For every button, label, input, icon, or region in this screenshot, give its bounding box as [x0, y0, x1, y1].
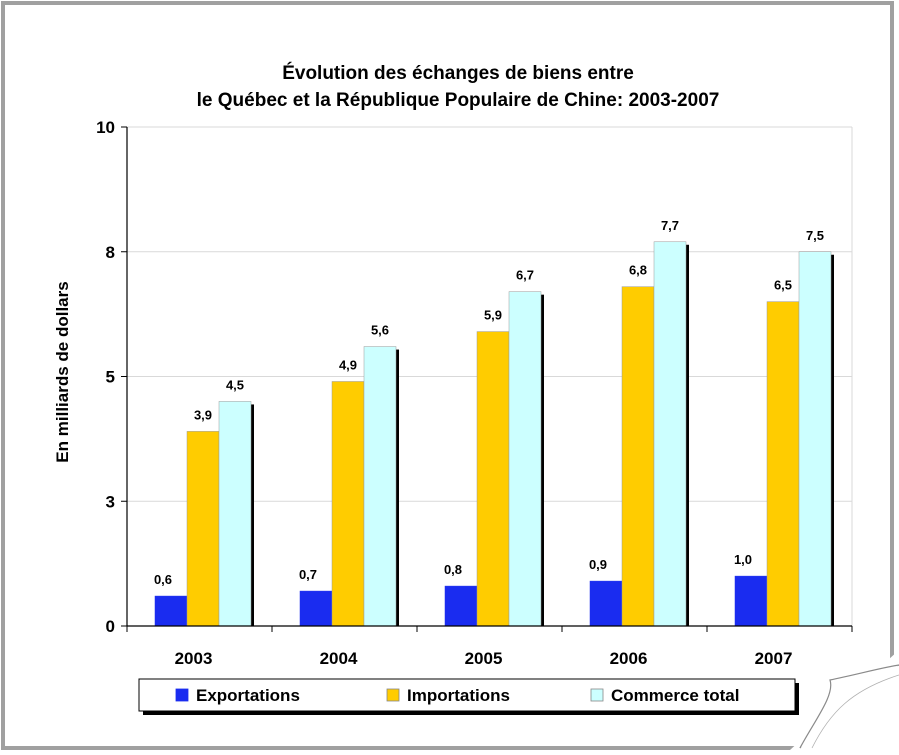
data-labels: 0,6 3,9 4,5 0,7 4,9 5,6 0,8 5,9 6,7 0,9 6,8 7,7 1,0 6… [154, 218, 824, 587]
data-label: 4,5 [226, 377, 244, 392]
bar-shadow [541, 294, 544, 626]
data-label: 0,7 [299, 567, 317, 582]
page-curl-decoration [790, 650, 899, 755]
x-tick-label: 2005 [465, 649, 503, 668]
x-tick-label: 2003 [175, 649, 213, 668]
data-label: 6,7 [516, 268, 534, 283]
data-label: 0,8 [444, 562, 462, 577]
bar-exportations [299, 590, 333, 627]
chart-title-line2: le Québec et la République Populaire de … [197, 90, 720, 111]
y-tick-label: 10 [96, 118, 115, 137]
data-label: 7,7 [661, 218, 679, 233]
bar-shadow [686, 244, 689, 626]
legend-swatch [386, 688, 400, 702]
bar-importations [766, 301, 800, 627]
bar-shadow [831, 254, 834, 626]
bar-exportations [734, 575, 768, 627]
bar-exportations [444, 585, 478, 627]
bar-exportations [154, 595, 188, 627]
legend-label: Importations [407, 686, 510, 705]
bar-commerce-total [363, 346, 397, 627]
bar-commerce-total [218, 401, 252, 627]
legend-swatch [175, 688, 189, 702]
bar-commerce-total [798, 251, 832, 627]
y-tick-label: 0 [106, 617, 115, 636]
legend-label: Exportations [196, 686, 300, 705]
data-label: 4,9 [339, 357, 357, 372]
data-label: 5,6 [371, 323, 389, 338]
bars [154, 241, 834, 627]
legend-box [138, 678, 796, 712]
x-tick-label: 2004 [320, 649, 358, 668]
data-label: 6,5 [774, 278, 792, 293]
bar-commerce-total [508, 291, 542, 627]
bar-shadow [396, 349, 399, 626]
data-label: 1,0 [734, 552, 752, 567]
data-label: 6,8 [629, 263, 647, 278]
bar-importations [186, 431, 220, 627]
bar-importations [476, 331, 510, 627]
y-tick-label: 3 [106, 492, 115, 511]
legend-label: Commerce total [611, 686, 739, 705]
axes: 0 3 5 8 10 2003 2004 2005 2006 2007 [96, 118, 853, 668]
chart-title-line1: Évolution des échanges de biens entre [282, 62, 634, 84]
data-label: 5,9 [484, 308, 502, 323]
legend: Exportations Importations Commerce total [138, 678, 799, 715]
legend-swatch [590, 688, 604, 702]
bar-shadow [251, 404, 254, 626]
x-tick-label: 2006 [610, 649, 648, 668]
bar-commerce-total [653, 241, 687, 627]
bar-importations [331, 381, 365, 627]
data-label: 3,9 [194, 407, 212, 422]
y-axis-label: En milliards de dollars [53, 281, 72, 462]
bar-exportations [589, 580, 623, 627]
data-label: 0,9 [589, 557, 607, 572]
data-label: 0,6 [154, 572, 172, 587]
y-tick-label: 8 [106, 243, 115, 262]
bar-importations [621, 286, 655, 627]
y-tick-label: 5 [106, 368, 115, 387]
data-label: 7,5 [806, 228, 824, 243]
x-tick-label: 2007 [755, 649, 793, 668]
